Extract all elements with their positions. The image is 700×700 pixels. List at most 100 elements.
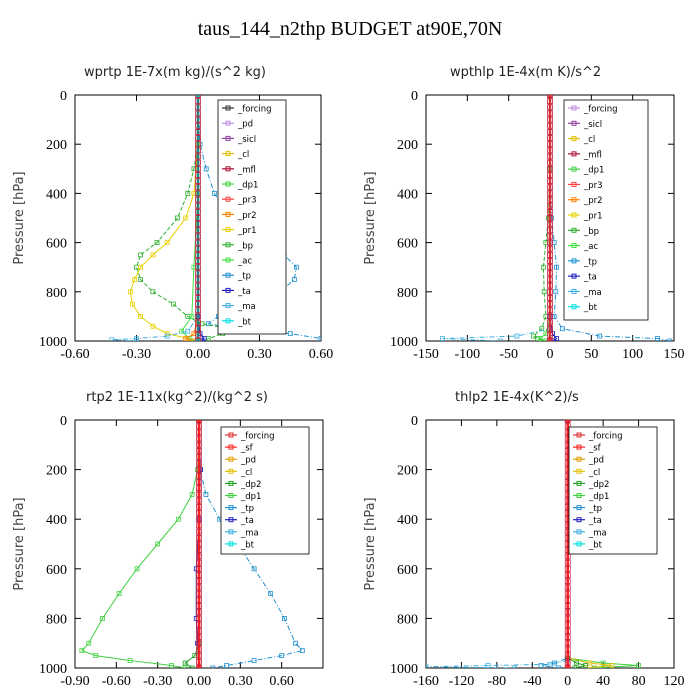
zero-marker — [196, 441, 202, 448]
legend-label: _cl — [237, 150, 249, 160]
legend-marker — [576, 517, 582, 523]
legend-marker — [571, 273, 577, 279]
series-point — [553, 289, 559, 295]
series-point — [189, 313, 195, 319]
legend-marker — [576, 444, 582, 450]
series-point — [79, 648, 85, 654]
zero-marker — [195, 325, 201, 332]
legend-marker — [571, 243, 577, 249]
series-point — [203, 491, 209, 497]
zero-marker — [196, 541, 202, 547]
zero-marker — [195, 227, 201, 234]
legend-marker — [228, 517, 234, 523]
series-point — [183, 215, 189, 221]
zero-marker — [564, 609, 571, 616]
zero-marker — [195, 319, 201, 326]
series-point — [299, 648, 305, 654]
legend-label: _dp1 — [588, 492, 609, 502]
x-tick-label: -0.30 — [143, 674, 172, 689]
zero-marker — [547, 190, 553, 197]
series-point — [169, 663, 174, 668]
series-point — [543, 338, 549, 341]
legend-label: _tp — [240, 504, 254, 514]
legend-marker — [225, 303, 231, 309]
series-point — [155, 541, 161, 547]
legend-box — [568, 426, 658, 555]
zero-marker — [196, 528, 202, 535]
x-tick-label: 0.60 — [269, 674, 294, 689]
zero-marker — [195, 104, 201, 111]
series-point — [268, 591, 274, 596]
legend-marker — [571, 151, 577, 157]
legend-label: _sf — [588, 444, 602, 454]
legend-label: _pr1 — [237, 226, 257, 236]
panel-0: wprtp 1E-7x(m kg)/(s^2 kg) Pressure [hPa]… — [12, 65, 333, 362]
zero-marker — [196, 658, 202, 665]
series-point — [86, 640, 92, 646]
legend-marker — [225, 196, 231, 202]
zero-marker — [195, 258, 201, 264]
legend-label: _ma — [583, 288, 602, 298]
legend-marker — [225, 181, 231, 187]
series-point — [318, 336, 321, 341]
series-point — [127, 289, 133, 295]
series-point — [175, 516, 181, 522]
x-tick-label: 120 — [664, 674, 685, 689]
zero-marker — [195, 233, 201, 240]
series-point — [150, 323, 156, 329]
zero-marker — [196, 590, 202, 597]
zero-marker — [547, 325, 553, 332]
legend-marker — [225, 272, 231, 278]
x-tick-label: 40 — [596, 674, 610, 689]
zero-marker — [564, 578, 571, 585]
series-group — [440, 95, 673, 341]
zero-marker — [195, 215, 201, 221]
y-tick-label: 0 — [60, 89, 67, 104]
zero-marker — [547, 202, 553, 209]
y-axis-label: Pressure [hPa] — [363, 171, 378, 264]
zero-marker — [564, 634, 571, 640]
x-tick-label: 50 — [584, 347, 598, 362]
zero-marker — [195, 239, 201, 246]
zero-marker — [547, 165, 553, 172]
zero-marker — [547, 258, 553, 264]
zero-marker — [547, 178, 553, 185]
legend-label: _bt — [240, 540, 255, 550]
zero-marker — [564, 646, 571, 653]
zero-marker — [547, 270, 553, 277]
zero-marker — [547, 159, 553, 166]
zero-marker — [195, 282, 201, 289]
zero-marker — [195, 276, 201, 283]
zero-marker — [196, 510, 202, 516]
legend-label: _forcing — [237, 105, 272, 115]
legend-marker — [225, 318, 231, 324]
y-tick-label: 600 — [46, 237, 67, 252]
series-point — [497, 338, 503, 341]
series-point — [195, 338, 201, 341]
x-tick-label: 0.00 — [187, 674, 212, 689]
zero-marker — [564, 572, 571, 578]
legend-marker — [225, 135, 231, 141]
y-axis-label: Pressure [hPa] — [363, 497, 378, 590]
zero-marker — [195, 190, 201, 197]
legend-label: _dp2 — [240, 480, 261, 490]
zero-marker — [195, 128, 201, 135]
legend-marker — [228, 456, 234, 462]
series-line-ma — [426, 420, 569, 668]
series-point — [554, 264, 560, 270]
zero-marker — [195, 122, 201, 129]
x-tick-label: -0.30 — [122, 347, 151, 362]
legend-label: _sicl — [237, 135, 256, 145]
zero-marker — [564, 584, 571, 591]
legend-label: _ta — [237, 287, 251, 297]
series-point — [587, 660, 593, 666]
y-tick-label: 400 — [397, 187, 418, 202]
series-point — [182, 660, 188, 666]
zero-marker — [195, 153, 201, 160]
series-point — [565, 420, 571, 423]
legend-label: _tp — [237, 272, 251, 282]
zero-marker — [196, 534, 202, 541]
y-axis-label: Pressure [hPa] — [12, 171, 27, 264]
legend-label: _sicl — [583, 120, 602, 130]
